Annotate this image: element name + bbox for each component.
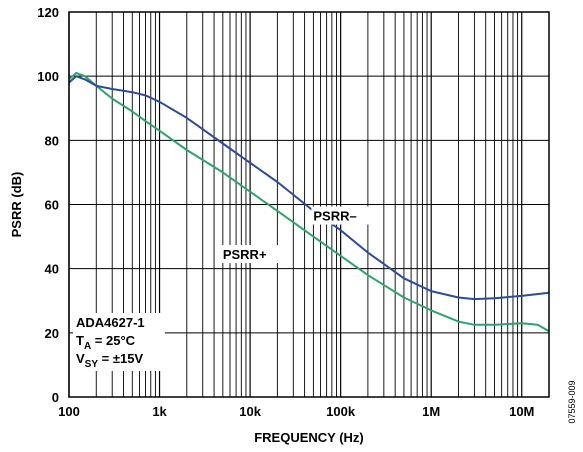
series-labels: PSRR– PSRR+ [220,206,370,264]
x-tick-label: 1M [422,404,440,419]
supply-subscript: SY [85,359,99,370]
y-axis-title: PSRR (dB) [9,172,24,238]
x-tick-label: 10M [509,404,534,419]
series-label-text: PSRR– [313,209,356,224]
psrr-plus-label: PSRR+ [220,245,279,264]
temp-subscript: A [84,341,91,352]
psrr-minus-line [68,75,550,301]
psrr-plus-line [68,72,550,333]
y-tick-label: 20 [45,326,59,341]
annotation-supply: VSY = ±15V [76,351,143,370]
psrr-minus-label: PSRR– [311,206,370,225]
temp-symbol: T [76,333,84,348]
y-tick-label: 60 [45,198,59,213]
y-tick-label: 120 [37,5,59,20]
y-tick-label: 80 [45,133,59,148]
temp-value: = 25°C [91,333,135,348]
x-tick-label: 1k [152,404,167,419]
annotation-part-number: ADA4627-1 [76,315,145,330]
plot-frame [68,11,550,398]
x-tick-label: 100 [58,404,80,419]
y-tick-label: 40 [45,262,59,277]
annotation-background [73,313,165,371]
y-tick-label: 100 [37,69,59,84]
series-label-text: PSRR+ [223,247,267,262]
series-label-background [220,245,279,264]
supply-symbol: V [76,351,85,366]
series-layer [68,72,550,333]
supply-value: = ±15V [98,351,143,366]
condition-annotation: ADA4627-1 TA = 25°C VSY = ±15V [73,313,165,371]
figure-id: 07559-009 [567,380,577,423]
annotation-temperature: TA = 25°C [76,333,136,352]
x-tick-label: 100k [326,404,356,419]
x-tick-label: 10k [239,404,261,419]
series-label-background [311,206,370,225]
x-axis-title: FREQUENCY (Hz) [254,430,364,445]
tick-labels: 100 1k 10k 100k 1M 10M 0 20 40 60 80 100 120 [37,5,534,419]
y-tick-label: 0 [52,390,59,405]
